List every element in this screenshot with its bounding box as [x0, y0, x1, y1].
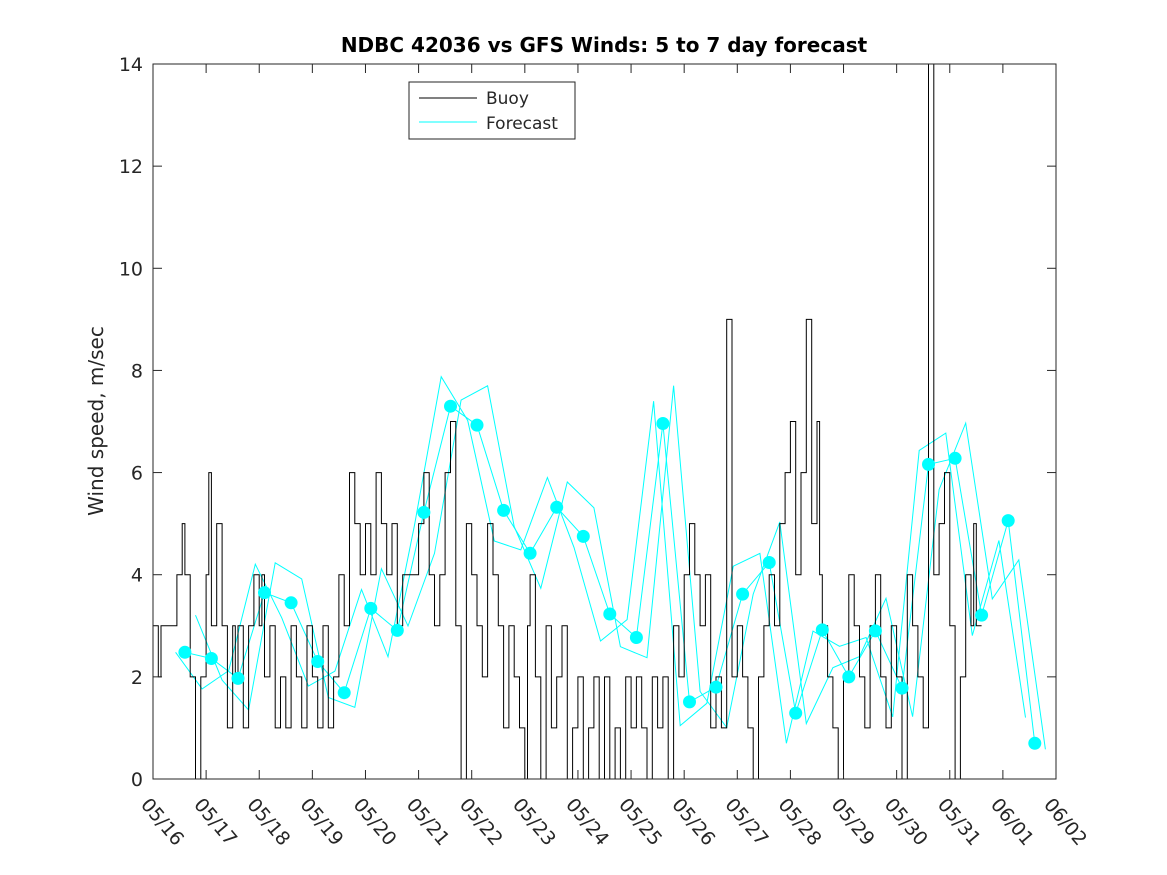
forecast-marker [762, 556, 776, 569]
forecast-marker [683, 695, 696, 709]
forecast-marker [417, 505, 431, 519]
forecast-marker [258, 586, 271, 600]
forecast-marker [842, 670, 856, 684]
forecast-marker [709, 680, 723, 694]
y-tick-label: 14 [119, 54, 143, 76]
forecast-marker [284, 596, 298, 610]
buoy-series [153, 63, 982, 780]
forecast-marker [603, 607, 617, 621]
forecast-marker [629, 631, 643, 644]
legend-forecast-label: Forecast [486, 114, 558, 134]
forecast-marker [975, 608, 989, 622]
y-axis-label: Wind speed, m/sec [84, 326, 108, 516]
forecast-marker [895, 681, 909, 695]
forecast-marker [815, 623, 829, 637]
forecast-marker [364, 601, 378, 615]
forecast-marker [922, 457, 935, 471]
forecast-marker [736, 587, 750, 601]
y-tick-label: 12 [119, 156, 143, 178]
legend-box [408, 81, 576, 140]
plot-background [153, 64, 1056, 779]
forecast-marker [311, 655, 325, 668]
buoy-line [153, 63, 982, 780]
forecast-marker [1001, 514, 1015, 528]
forecast-marker [656, 417, 670, 430]
forecast-marker [497, 503, 511, 517]
forecast-marker [470, 418, 484, 432]
y-tick-label: 2 [131, 667, 143, 689]
forecast-marker [178, 645, 192, 659]
y-tick-label: 8 [131, 360, 143, 382]
y-tick-label: 10 [119, 258, 143, 280]
y-tick-label: 0 [131, 769, 143, 791]
forecast-trace [195, 385, 1046, 750]
chart-title: NDBC 42036 vs GFS Winds: 5 to 7 day fore… [341, 33, 868, 57]
y-tick-label: 4 [131, 565, 143, 587]
y-axis-ticks: 0 2 4 6 8 10 12 14 [119, 54, 1056, 791]
forecast-marker [523, 546, 537, 560]
forecast-marker [337, 686, 351, 700]
y-tick-label: 6 [131, 463, 143, 485]
forecast-marker [231, 671, 245, 685]
forecast-marker [204, 652, 218, 665]
forecast-marker [550, 500, 564, 514]
plot-area [152, 63, 1057, 780]
plot-frame [152, 63, 1057, 780]
forecast-marker [789, 706, 803, 720]
forecast-marker [948, 451, 962, 465]
legend-buoy-label: Buoy [486, 89, 529, 109]
forecast-marker [444, 399, 457, 413]
forecast-marker [576, 529, 590, 543]
forecast-marker [1028, 736, 1042, 750]
forecast-markers [178, 399, 1042, 750]
forecast-marker [390, 623, 404, 637]
legend: Buoy Forecast [408, 81, 576, 140]
forecast-marker [868, 624, 882, 638]
